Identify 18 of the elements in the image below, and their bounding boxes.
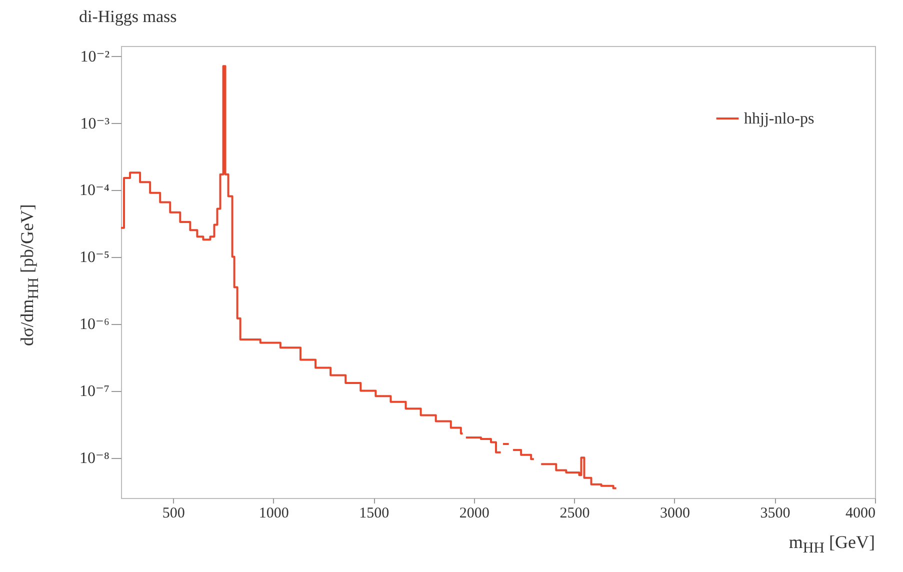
y-tick-label: 10⁻³ bbox=[80, 115, 110, 132]
x-tick-label: 3500 bbox=[760, 506, 790, 522]
y-tick-label: 10⁻⁷ bbox=[79, 383, 110, 400]
y-tick-label: 10⁻⁶ bbox=[79, 316, 110, 334]
x-axis-title: m$_{HH}$ [GeV] bbox=[788, 532, 875, 558]
x-tick-label: 1000 bbox=[258, 506, 289, 522]
x-tick-label: 1500 bbox=[359, 506, 390, 522]
y-tick-label: 10⁻² bbox=[80, 48, 110, 66]
legend-label: hhjj-nlo-ps bbox=[744, 110, 814, 128]
y-tick-label: 10⁻⁵ bbox=[79, 249, 110, 266]
y-tick-label: 10⁻⁸ bbox=[79, 450, 110, 468]
x-tick-label: 4000 bbox=[846, 506, 876, 522]
chart-title: di-Higgs mass bbox=[78, 7, 177, 26]
x-tick-label: 2500 bbox=[560, 506, 590, 522]
x-tick-label: 500 bbox=[162, 506, 185, 522]
x-tick-label: 3000 bbox=[660, 506, 690, 522]
x-tick-label: 2000 bbox=[459, 506, 490, 522]
y-tick-label: 10⁻⁴ bbox=[79, 182, 110, 200]
